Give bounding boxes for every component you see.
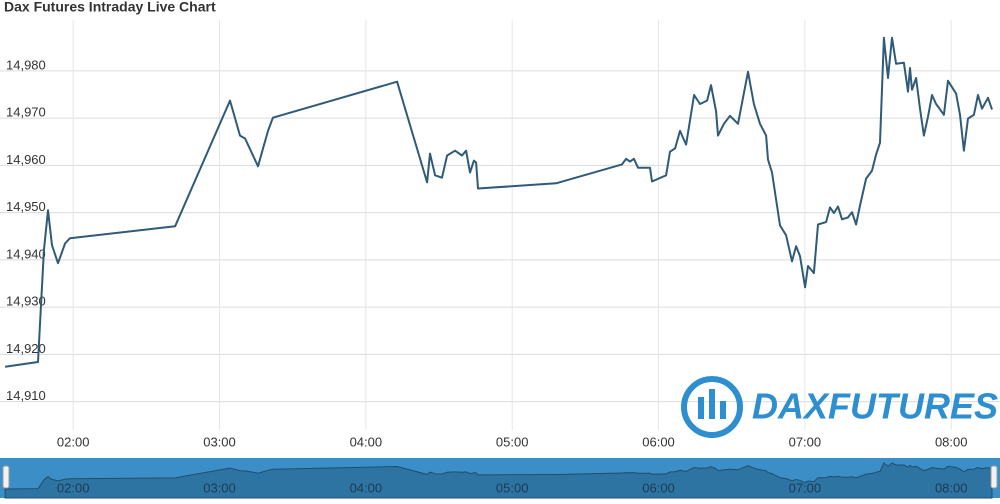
series-line	[4, 36, 993, 368]
navigator: 02:00 03:00 04:00 05:00 06:00 07:00 08:00	[0, 458, 1000, 499]
x-tick-label: 02:00	[57, 434, 90, 449]
x-tick-label: 08:00	[935, 434, 968, 449]
navigator-area	[4, 462, 993, 499]
y-tick-label: 14,980	[6, 57, 46, 72]
y-tick-label: 14,920	[6, 341, 46, 356]
x-tick-label: 04:00	[350, 434, 383, 449]
navigator-label: 05:00	[496, 480, 529, 495]
navigator-label: 07:00	[789, 480, 822, 495]
navigator-label: 08:00	[935, 480, 968, 495]
x-tick-label: 05:00	[496, 434, 529, 449]
logo-bar	[709, 389, 715, 419]
x-tick-label: 07:00	[789, 434, 822, 449]
y-tick-label: 14,940	[6, 246, 46, 261]
navigator-label: 04:00	[350, 480, 383, 495]
navigator-handle	[990, 465, 998, 489]
navigator-handle	[2, 465, 10, 489]
x-tick-label: 06:00	[642, 434, 675, 449]
y-tick-label: 14,930	[6, 294, 46, 309]
navigator-label: 06:00	[642, 480, 675, 495]
chart-title: Dax Futures Intraday Live Chart	[4, 0, 216, 15]
y-tick-label: 14,960	[6, 152, 46, 167]
logo-bar	[720, 401, 726, 419]
logo-bar	[698, 397, 704, 419]
y-tick-label: 14,910	[6, 388, 46, 403]
navigator-label: 02:00	[57, 480, 90, 495]
y-tick-label: 14,950	[6, 199, 46, 214]
y-tick-label: 14,970	[6, 105, 46, 120]
logo-ring	[681, 376, 743, 438]
x-tick-label: 03:00	[203, 434, 236, 449]
grid	[0, 20, 1000, 430]
navigator-label: 03:00	[203, 480, 236, 495]
